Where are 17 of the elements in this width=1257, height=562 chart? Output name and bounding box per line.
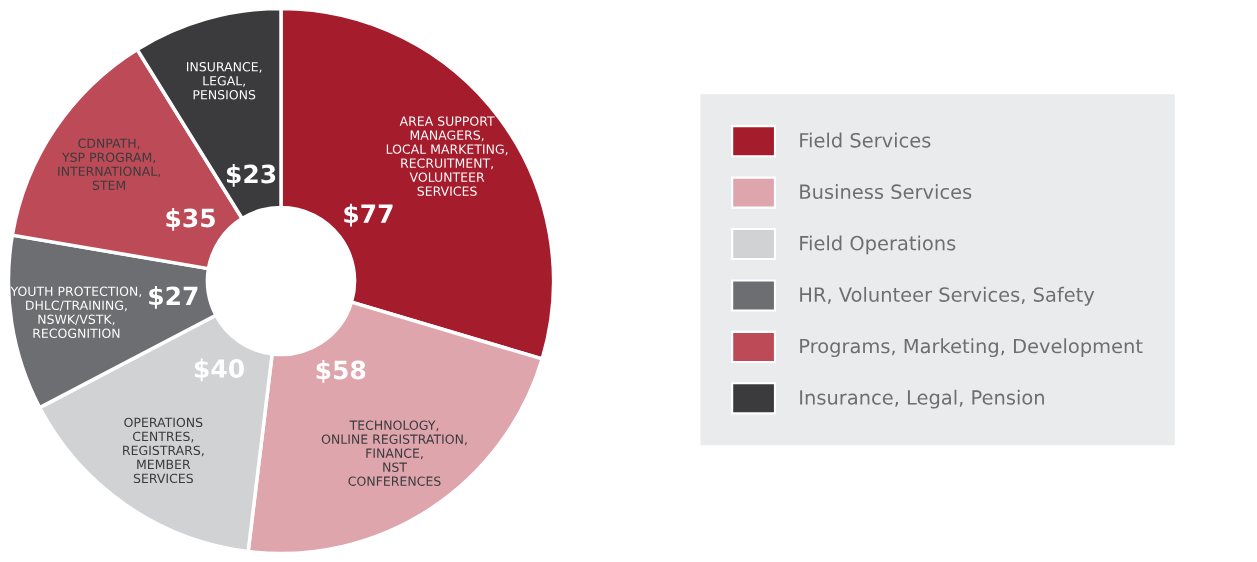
legend-label: HR, Volunteer Services, Safety [800, 286, 1095, 306]
data-label: $58 [316, 360, 366, 383]
legend-label: Field Operations [800, 235, 956, 255]
data-label: $35 [166, 208, 215, 231]
legend-label: Insurance, Legal, Pension [800, 389, 1044, 409]
legend-label: Programs, Marketing, Development [800, 338, 1143, 358]
data-label: $23 [226, 164, 276, 187]
text: TECHNOLOGY, ONLINE REGISTRATION, FINANCE, NST CONFERENCES [321, 420, 467, 486]
data-label: $27 [149, 285, 198, 309]
text: AREA SUPPORT MANAGERS, LOCAL MARKETING, RECRUITMENT, VOLUNTEER SERVICES [386, 116, 508, 196]
legend-label: Field Services [800, 132, 931, 148]
text: YOUTH PROTECTION, DHLC/TRAINING, NSWK/VSTK, RECOGNITION [10, 286, 142, 339]
legend-label: Business Services [800, 184, 972, 200]
text: CDNPATH, YSP PROGRAM, INTERNATIONAL, STEM [58, 138, 160, 191]
text: INSURANCE, LEGAL, PENSIONS [186, 61, 262, 100]
text: OPERATIONS CENTRES, REGISTRARS, MEMBER SERVICES [123, 417, 204, 484]
data-label: $77 [344, 203, 393, 227]
